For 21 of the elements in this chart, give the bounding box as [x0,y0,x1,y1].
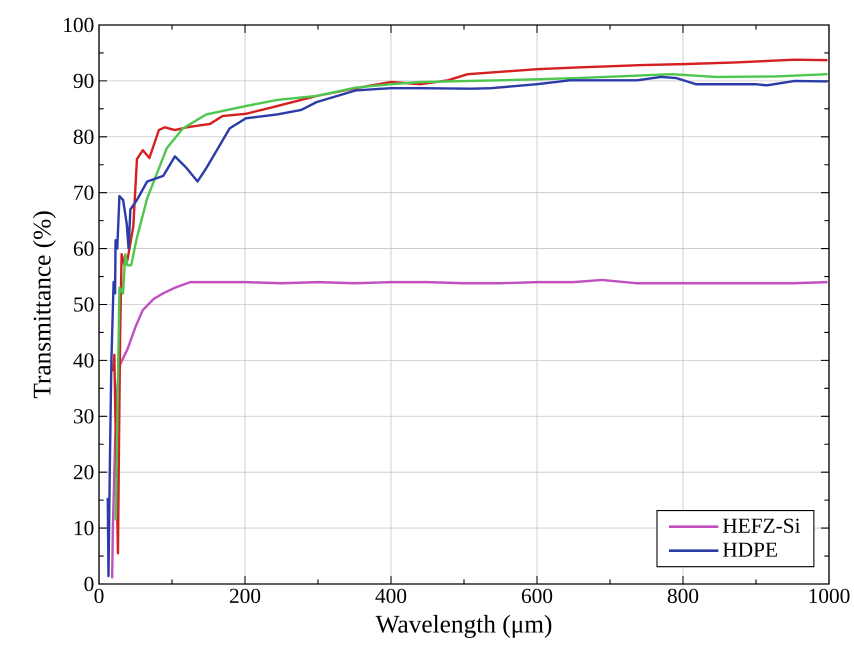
x-tick-label: 600 [522,588,552,604]
y-tick-label: 100 [64,18,94,32]
x-tick-label: 0 [94,588,104,604]
y-tick-label: 0 [84,576,94,592]
legend-label: HDPE [722,542,777,557]
y-tick-label: 40 [73,353,94,368]
x-tick-label: 1000 [810,588,850,604]
x-axis-title: Wavelength (μm) [376,614,552,638]
y-tick-label: 30 [74,409,94,424]
legend-label: HEFZ-Si [722,518,800,533]
x-tick-label: 800 [668,588,698,604]
y-tick-label: 10 [74,520,94,536]
y-tick-label: 60 [74,241,94,256]
x-tick-label: 200 [230,588,260,604]
y-tick-label: 80 [74,130,94,144]
y-tick-label: 70 [74,186,94,200]
y-tick-label: 20 [74,464,94,480]
y-tick-label: 50 [74,297,94,312]
y-axis-title: Transmittance (%) [32,211,56,398]
x-tick-label: 400 [375,588,406,604]
y-tick-label: 90 [74,74,94,88]
